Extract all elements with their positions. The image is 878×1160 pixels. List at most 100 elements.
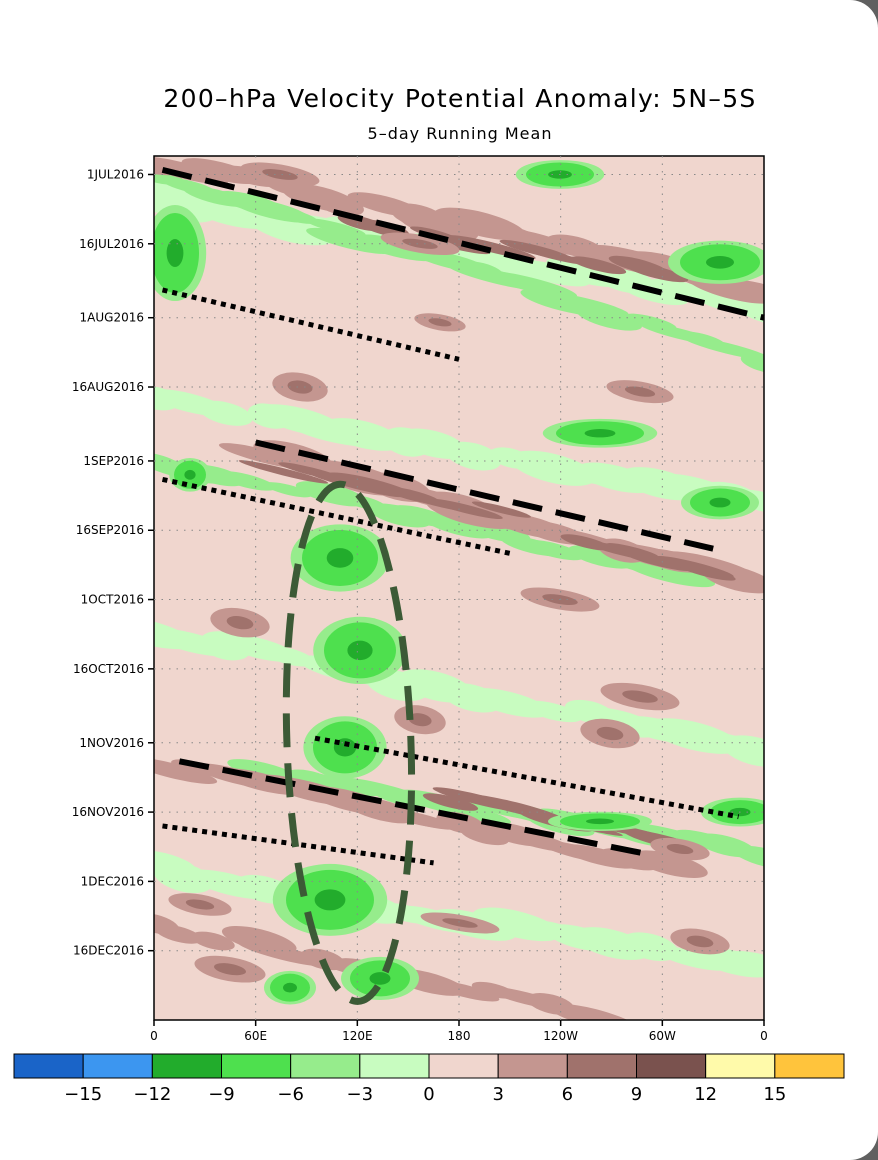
- anomaly-patch: [584, 429, 616, 438]
- dotted-propagation-line: [314, 735, 740, 820]
- anomaly-patch: [323, 418, 403, 451]
- anomaly-patch: [185, 899, 215, 910]
- anomaly-patch: [287, 380, 313, 394]
- colorbar-swatch: [359, 1053, 430, 1079]
- x-tick-label: 60W: [649, 1029, 676, 1043]
- anomaly-patch: [523, 539, 584, 561]
- y-tick-label: 1OCT2016: [81, 593, 144, 607]
- anomaly-patch: [732, 845, 764, 870]
- anomaly-patch: [548, 1003, 638, 1020]
- anomaly-patch: [422, 793, 479, 811]
- colorbar-label: −6: [277, 1084, 304, 1105]
- y-tick-label: 16OCT2016: [73, 662, 144, 676]
- y-tick-label: 16SEP2016: [76, 523, 144, 537]
- colorbar-swatch: [705, 1053, 776, 1079]
- colorbar-swatch: [428, 1053, 499, 1079]
- anomaly-patch: [678, 563, 736, 581]
- colorbar-label: −3: [347, 1084, 374, 1105]
- anomaly-patch: [484, 271, 578, 298]
- anomaly-patch: [586, 818, 614, 825]
- colorbar-label: 9: [631, 1084, 642, 1105]
- colorbar-swatch: [290, 1053, 361, 1079]
- anomaly-patch: [238, 460, 329, 484]
- anomaly-patch: [386, 809, 456, 830]
- anomaly-patch: [709, 497, 731, 508]
- colorbar-label: −9: [208, 1084, 235, 1105]
- anomaly-patch: [596, 726, 624, 741]
- colorbar-label: −15: [64, 1084, 102, 1105]
- y-tick-label: 1DEC2016: [81, 874, 144, 888]
- dashed-propagation-line: [161, 166, 765, 321]
- y-tick-label: 16JUL2016: [79, 237, 144, 251]
- anomaly-patch: [442, 918, 478, 928]
- anomaly-patch: [347, 640, 373, 661]
- y-tick-label: 1AUG2016: [80, 311, 144, 325]
- anomaly-patch: [191, 931, 235, 951]
- anomaly-patch: [216, 470, 276, 491]
- anomaly-patch: [723, 279, 764, 304]
- chart-subtitle: 5–day Running Mean: [367, 124, 553, 143]
- colorbar-swatch: [151, 1053, 222, 1079]
- colorbar-label: 15: [763, 1084, 786, 1105]
- anomaly-patch: [264, 482, 312, 498]
- y-tick-label: 16AUG2016: [72, 380, 144, 394]
- anomaly-patch: [706, 255, 734, 269]
- colorbar-label: 6: [562, 1084, 573, 1105]
- anomaly-patch: [428, 980, 500, 1002]
- y-tick-label: 16NOV2016: [72, 805, 144, 819]
- anomaly-patch: [226, 616, 254, 630]
- anomaly-patch: [154, 156, 229, 185]
- anomaly-patch: [569, 256, 627, 275]
- colorbar-swatch: [566, 1053, 637, 1079]
- anomaly-patch: [369, 972, 391, 985]
- colorbar-label: 0: [423, 1084, 434, 1105]
- anomaly-patch: [314, 889, 346, 911]
- anomaly-patch: [154, 757, 218, 784]
- anomaly-patch: [606, 543, 659, 558]
- anomaly-patch: [262, 169, 298, 180]
- anomaly-patch: [624, 386, 656, 397]
- dotted-propagation-line: [161, 287, 460, 362]
- anomaly-patch: [184, 469, 196, 480]
- x-tick-label: 120E: [342, 1029, 373, 1043]
- colorbar-label: 12: [694, 1084, 717, 1105]
- anomaly-patch: [305, 218, 366, 237]
- anomaly-patch: [622, 690, 658, 703]
- dashed-propagation-line: [254, 439, 714, 552]
- x-tick-label: 180: [448, 1029, 471, 1043]
- anomaly-patch: [622, 557, 716, 588]
- x-tick-label: 0: [150, 1029, 158, 1043]
- colorbar-swatch: [221, 1053, 292, 1079]
- anomaly-patch: [428, 318, 452, 327]
- anomaly-patch: [523, 700, 582, 723]
- colorbar-label: −12: [133, 1084, 171, 1105]
- y-tick-label: 1SEP2016: [83, 454, 144, 468]
- anomaly-patch: [155, 924, 203, 944]
- anomaly-patch: [459, 825, 509, 846]
- x-tick-label: 0: [760, 1029, 768, 1043]
- chart-title: 200–hPa Velocity Potential Anomaly: 5N–5…: [163, 84, 757, 113]
- colorbar-swatch: [774, 1053, 845, 1079]
- anomaly-patch: [283, 982, 297, 993]
- anomaly-patch: [686, 935, 714, 948]
- anomaly-patch: [624, 262, 689, 283]
- anomaly-patch: [408, 713, 432, 727]
- y-tick-label: 16DEC2016: [73, 944, 144, 958]
- anomaly-patch: [666, 844, 694, 855]
- anomaly-patch: [326, 548, 354, 568]
- colorbar-swatch: [636, 1053, 707, 1079]
- y-tick-label: 1NOV2016: [79, 736, 144, 750]
- colorbar-swatch: [82, 1053, 153, 1079]
- x-tick-label: 60E: [244, 1029, 267, 1043]
- anomaly-patch: [576, 306, 642, 331]
- anomaly-patch: [722, 951, 764, 980]
- highlight-ellipse: [282, 480, 416, 1005]
- anomaly-patch: [399, 211, 479, 241]
- anomaly-patch: [214, 963, 246, 976]
- anomaly-patch: [722, 735, 764, 767]
- anomaly-patch: [471, 501, 531, 518]
- anomaly-patch: [508, 259, 590, 287]
- anomaly-patch: [428, 498, 503, 520]
